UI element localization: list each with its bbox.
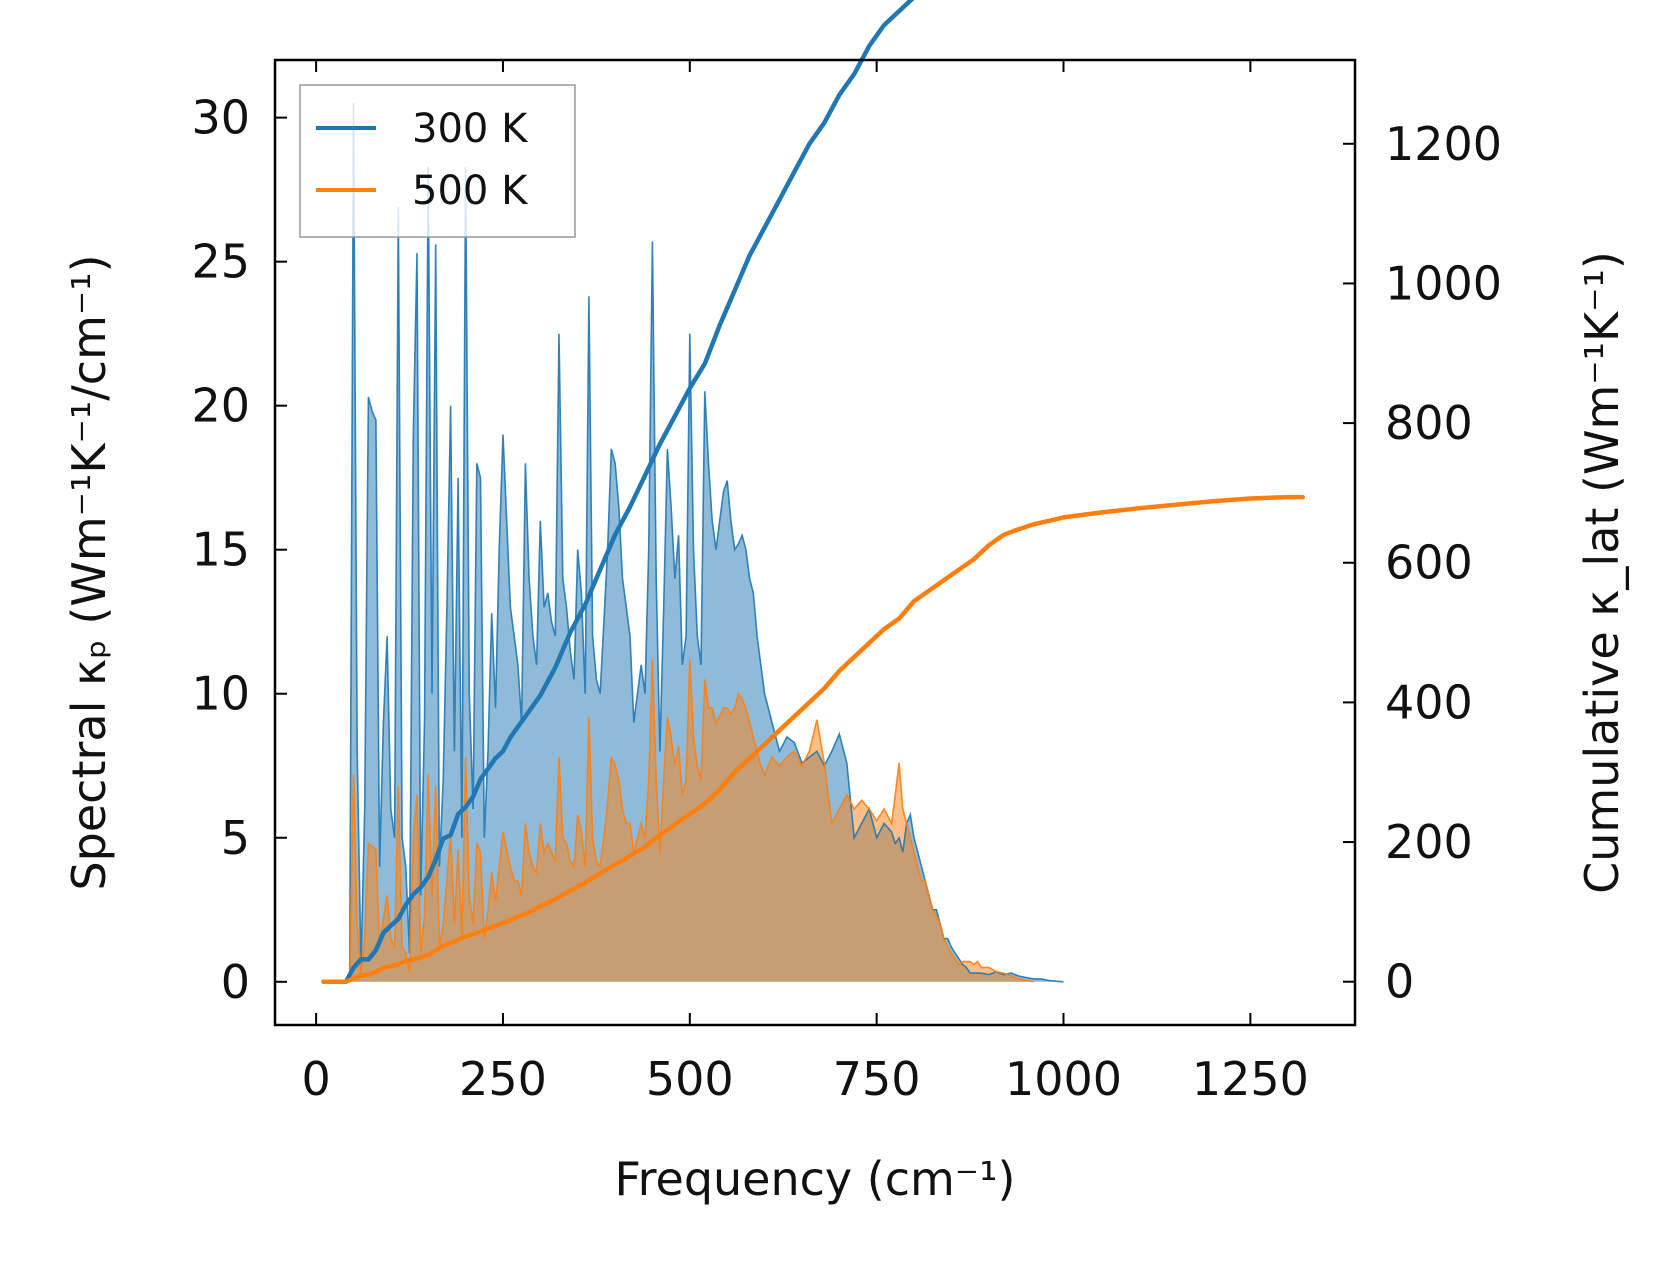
- plot-frame: [273, 58, 1357, 1027]
- y-right-tick-label: 1000: [1385, 256, 1502, 310]
- y-left-tick-label: 30: [191, 91, 250, 145]
- y-axis-right: 0 200 400 600 800 1000 1200: [1343, 117, 1502, 1009]
- y-left-tick-label: 15: [191, 523, 250, 577]
- y-right-tick-label: 1200: [1385, 117, 1502, 171]
- y-left-tick-label: 10: [191, 667, 250, 721]
- x-tick-label: 0: [301, 1052, 330, 1106]
- y-left-tick-label: 0: [221, 955, 250, 1009]
- spectral-area-300k: [323, 103, 1064, 982]
- x-tick-label: 250: [459, 1052, 547, 1106]
- x-tick-label: 1000: [1005, 1052, 1122, 1106]
- legend-label-500k: 500 K: [412, 168, 529, 214]
- x-axis-title: Frequency (cm⁻¹): [615, 1152, 1016, 1206]
- y-right-tick-label: 800: [1385, 396, 1473, 450]
- y-right-tick-label: 200: [1385, 815, 1473, 869]
- legend-box: [299, 84, 576, 238]
- y-axis-left-title: Spectral κₚ (Wm⁻¹K⁻¹/cm⁻¹): [62, 254, 116, 890]
- x-axis: 0 250 500 750 1000 1250: [301, 60, 1309, 1106]
- spectral-line-300k: [323, 103, 1064, 983]
- y-right-tick-label: 0: [1385, 955, 1414, 1009]
- y-right-tick-label: 600: [1385, 536, 1473, 590]
- x-tick-label: 1250: [1192, 1052, 1309, 1106]
- cumulative-line-layer: [321, 0, 1305, 984]
- cumulative-line-300k: [321, 0, 915, 984]
- y-left-tick-label: 20: [191, 379, 250, 433]
- y-axis-right-title: Cumulative κ_lat (Wm⁻¹K⁻¹): [1575, 251, 1629, 894]
- x-tick-label: 500: [646, 1052, 734, 1106]
- y-right-tick-label: 400: [1385, 675, 1473, 729]
- y-left-tick-label: 5: [221, 811, 250, 865]
- y-left-tick-label: 25: [191, 235, 250, 289]
- cumulative-line-500k: [321, 494, 1305, 984]
- y-axis-left: 0 5 10 15 20 25 30: [191, 91, 287, 1009]
- legend: 300 K 500 K: [299, 84, 576, 238]
- x-tick-label: 750: [833, 1052, 921, 1106]
- legend-label-300k: 300 K: [412, 106, 529, 152]
